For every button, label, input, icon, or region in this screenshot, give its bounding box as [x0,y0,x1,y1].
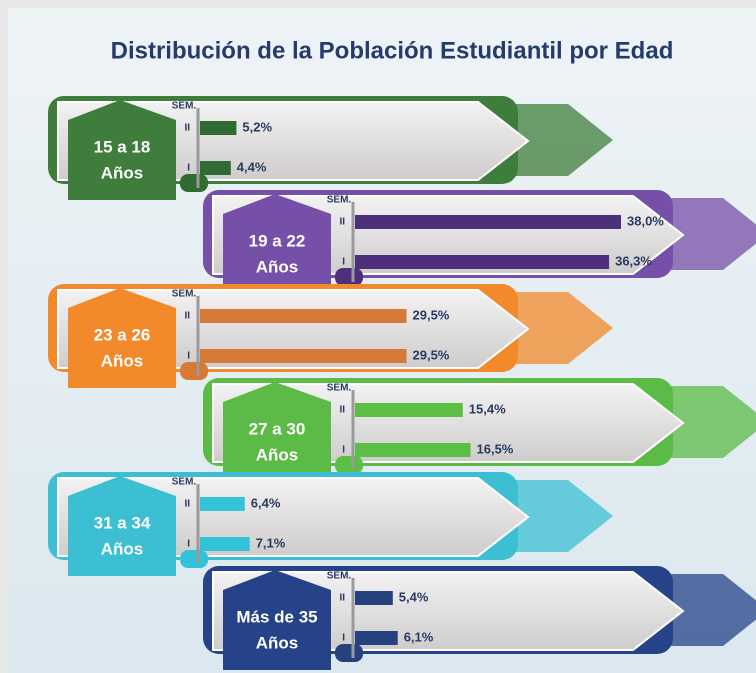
value-label: 7,1% [256,535,286,550]
bar [355,443,471,457]
value-label: 29,5% [413,347,450,362]
axis-tab [335,644,363,662]
bar [355,631,398,645]
value-label: 29,5% [413,307,450,322]
series-label: I [187,351,190,362]
value-label: 4,4% [237,159,267,174]
bar [355,215,621,229]
bar [200,309,407,323]
bar [355,255,609,269]
value-label: 16,5% [477,441,514,456]
series-label: II [184,123,190,134]
category-label: Años [101,539,144,558]
axis-label: SEM. [172,101,197,112]
series-label: I [342,257,345,268]
series-label: II [339,593,345,604]
chart: Distribución de la Población Estudiantil… [0,0,756,673]
series-label: I [342,633,345,644]
axis-tab [180,174,208,192]
bar [355,403,463,417]
chart-title: Distribución de la Población Estudiantil… [111,37,674,64]
series-label: I [342,445,345,456]
category-label: 31 a 34 [94,513,151,532]
axis-tab [180,362,208,380]
category-label: Más de 35 [236,607,317,626]
value-label: 38,0% [627,213,664,228]
axis-label: SEM. [327,571,352,582]
axis-tab [335,456,363,474]
series-label: II [339,217,345,228]
series-label: II [184,311,190,322]
series-label: I [187,163,190,174]
category-label: Años [101,163,144,182]
axis-tab [180,550,208,568]
category-label: Años [256,633,299,652]
series-label: I [187,539,190,550]
category-label: 27 a 30 [249,419,306,438]
bar [200,537,250,551]
bar [200,161,231,175]
axis-label: SEM. [327,383,352,394]
value-label: 15,4% [469,401,506,416]
category-label: Años [256,257,299,276]
category-label: Años [256,445,299,464]
value-label: 6,1% [404,629,434,644]
axis-label: SEM. [172,477,197,488]
series-label: II [184,499,190,510]
value-label: 5,4% [399,589,429,604]
value-label: 36,3% [615,253,652,268]
axis-label: SEM. [172,289,197,300]
bar [200,497,245,511]
category-label: 19 a 22 [249,231,306,250]
axis-label: SEM. [327,195,352,206]
value-label: 5,2% [242,119,272,134]
axis-tab [335,268,363,286]
series-label: II [339,405,345,416]
bar [200,121,236,135]
value-label: 6,4% [251,495,281,510]
category-label: Años [101,351,144,370]
category-label: 23 a 26 [94,325,151,344]
bar [355,591,393,605]
bar [200,349,407,363]
category-label: 15 a 18 [94,137,151,156]
